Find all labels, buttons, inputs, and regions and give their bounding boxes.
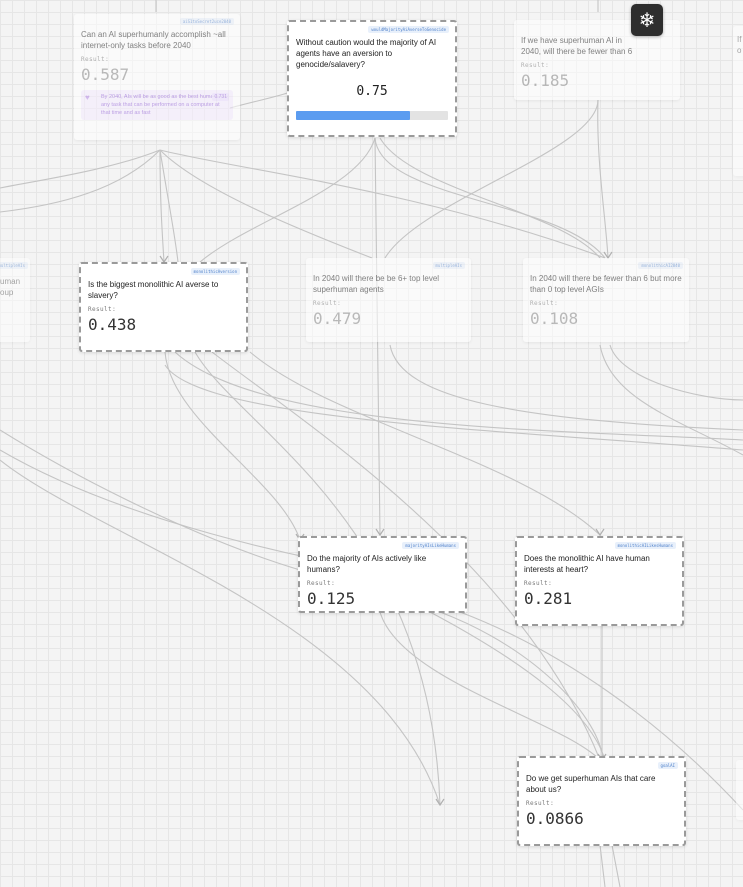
- partial-text: uman: [0, 277, 21, 286]
- comment-text: By 2040, AIs will be as good as the best…: [101, 94, 223, 116]
- probability-bar[interactable]: [296, 111, 448, 120]
- comment-box[interactable]: ♥ 0.731 By 2040, AIs will be as good as …: [81, 90, 233, 120]
- edge: [159, 149, 606, 259]
- edge: [459, 611, 743, 811]
- edge: [194, 351, 441, 806]
- edge: [611, 844, 621, 887]
- result-label: Result:: [313, 300, 342, 307]
- node-id-tag: multipleAIs: [0, 262, 28, 269]
- node-six-plus-agents[interactable]: multipleAIs In 2040 will there be be 6+ …: [306, 258, 471, 342]
- partial-text: o: [737, 46, 742, 55]
- node-partial-right-lower[interactable]: [736, 760, 743, 820]
- node-partial-right[interactable]: If o: [733, 26, 743, 176]
- result-value: 0.281: [524, 589, 573, 608]
- node-question: Without caution would the majority of AI…: [296, 38, 437, 69]
- node-question: Is the biggest monolithic AI averse to s…: [88, 280, 219, 300]
- node-question: If we have superhuman AI in 2040, will t…: [521, 36, 633, 56]
- result-label: Result:: [81, 56, 110, 63]
- node-id-tag: majorityAIsLikeHumans: [402, 542, 459, 549]
- node-superhumanly-accomplish[interactable]: aiS1toSecret2uce2040 Can an AI superhuma…: [74, 14, 240, 140]
- result-value: 0.125: [307, 589, 356, 608]
- edge: [0, 429, 301, 571]
- result-label: Result:: [88, 306, 117, 313]
- partial-text: If: [737, 35, 742, 44]
- node-id-tag: monolithicAversion: [190, 268, 240, 275]
- node-caution-aversion[interactable]: wouldMajorityAiAverseToGenocide Without …: [287, 20, 457, 137]
- edge: [0, 149, 161, 213]
- node-question: Can an AI superhumanly accomplish ~all i…: [81, 30, 226, 50]
- edge: [159, 149, 373, 259]
- node-goal-superhuman-care[interactable]: goalAI Do we get superhuman AIs that car…: [517, 756, 686, 846]
- comment-tag: 0.731: [212, 93, 229, 101]
- result-label: Result:: [524, 580, 553, 587]
- arrowhead: [375, 528, 385, 537]
- result-value: 0.587: [81, 65, 130, 84]
- result-value: 0.185: [521, 71, 570, 90]
- snowflake-toggle-button[interactable]: ❄: [631, 4, 663, 36]
- edge: [439, 611, 604, 761]
- result-value: 0.479: [313, 309, 362, 328]
- snowflake-icon: ❄: [638, 8, 656, 32]
- node-id-tag: monolithicAI2040: [638, 262, 683, 269]
- result-value: 0.0866: [526, 809, 584, 828]
- result-label: Result:: [307, 580, 336, 587]
- node-id-tag: wouldMajorityAiAverseToGenocide: [368, 26, 449, 33]
- comment-avatar-icon: ♥: [85, 93, 90, 102]
- node-id-tag: aiS1toSecret2uce2040: [179, 18, 234, 25]
- result-label: Result:: [521, 62, 550, 69]
- edge: [429, 611, 606, 761]
- node-question: In 2040 will there be be 6+ top level su…: [313, 274, 440, 294]
- edge: [597, 99, 609, 259]
- node-partial-left[interactable]: multipleAIs uman oup: [0, 258, 30, 342]
- node-question: In 2040 will there be fewer than 6 but m…: [530, 274, 682, 294]
- node-majority-like-humans[interactable]: majorityAIsLikeHumans Do the majority of…: [298, 536, 467, 613]
- partial-text: oup: [0, 288, 14, 297]
- result-value: 0.108: [530, 309, 579, 328]
- arrowhead: [435, 798, 445, 807]
- edge: [379, 611, 601, 761]
- edge: [159, 149, 179, 263]
- arrowhead: [595, 528, 605, 537]
- edge: [249, 351, 601, 536]
- result-value: 0.438: [88, 315, 137, 334]
- edge: [379, 137, 601, 259]
- result-label: Result:: [530, 300, 559, 307]
- result-label: Result:: [526, 800, 555, 807]
- node-question: Does the monolithic AI have human intere…: [524, 554, 650, 574]
- node-value: 0.75: [356, 84, 388, 99]
- edge: [174, 351, 743, 441]
- edge: [164, 351, 301, 541]
- edge: [599, 844, 606, 887]
- node-id-tag: goalAI: [657, 762, 678, 769]
- node-id-tag: multipleAIs: [432, 262, 465, 269]
- node-question: Do we get superhuman AIs that care about…: [526, 774, 656, 794]
- node-question: Do the majority of AIs actively like hum…: [307, 554, 427, 574]
- node-monolithic-aversion[interactable]: monolithicAversion Is the biggest monoli…: [79, 262, 248, 352]
- edge: [211, 351, 601, 761]
- edge: [609, 344, 743, 401]
- edge: [0, 149, 161, 189]
- edge: [374, 137, 606, 259]
- edge: [164, 364, 743, 451]
- edge: [0, 459, 441, 806]
- node-monolithic-human-interests[interactable]: monolithicAILikesHumans Does the monolit…: [515, 536, 684, 626]
- edge: [159, 149, 165, 263]
- node-fewer-than-six-more-than-zero[interactable]: monolithicAI2040 In 2040 will there be f…: [523, 258, 689, 342]
- edge: [199, 137, 376, 263]
- node-id-tag: monolithicAILikesHumans: [614, 542, 676, 549]
- edge: [389, 344, 743, 431]
- edge: [384, 99, 599, 259]
- probability-bar-fill: [296, 111, 410, 120]
- edge: [599, 344, 743, 456]
